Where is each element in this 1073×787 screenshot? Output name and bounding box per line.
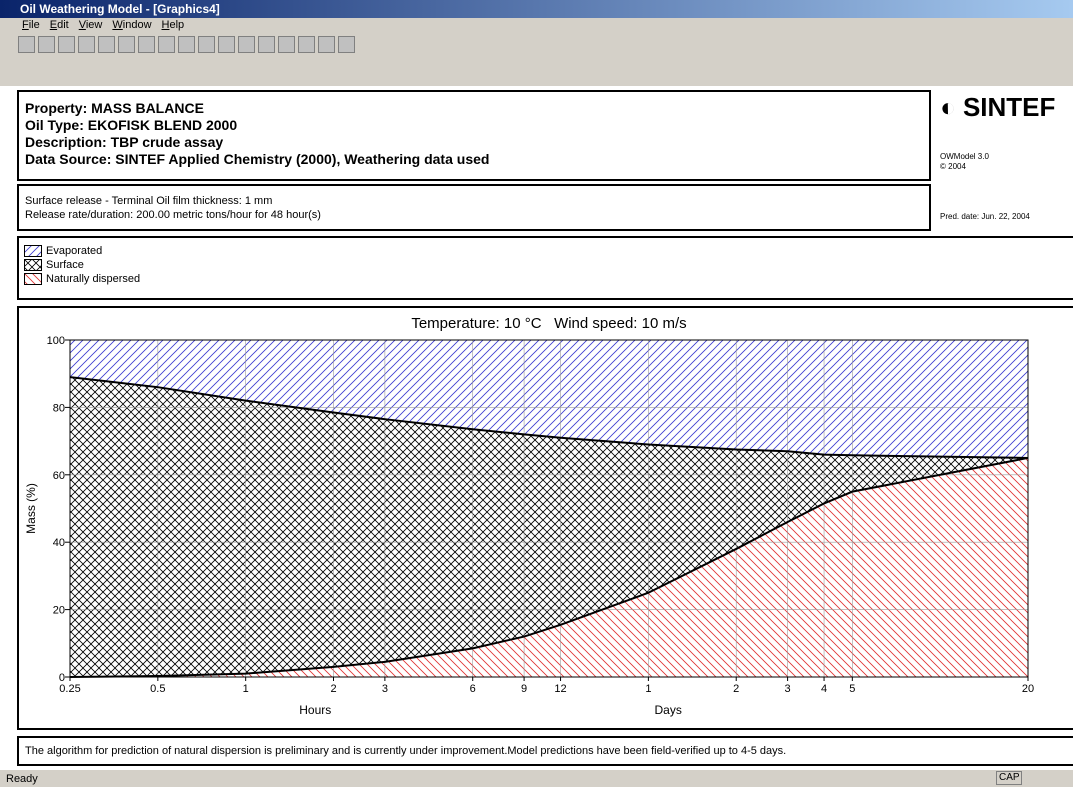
y-tick-label: 40 — [53, 537, 65, 549]
logo: ◐ SINTEF — [940, 92, 1056, 122]
header-line: Description: TBP crude assay — [25, 134, 224, 150]
legend: Evaporated Surface Naturally dispersed — [17, 236, 1073, 300]
note-box: The algorithm for prediction of natural … — [17, 736, 1073, 766]
legend-label: Surface — [46, 259, 84, 271]
legend-swatch — [24, 259, 42, 271]
header-line: Data Source: SINTEF Applied Chemistry (2… — [25, 151, 490, 167]
x-axis-label: Hours — [299, 703, 331, 717]
tool[interactable] — [78, 36, 95, 53]
x-tick-label: 0.25 — [59, 683, 80, 695]
document: Property: MASS BALANCE Oil Type: EKOFISK … — [0, 86, 1073, 770]
y-tick-label: 80 — [53, 402, 65, 414]
toolbar — [18, 36, 358, 58]
x-tick-label: 3 — [382, 683, 388, 695]
x-tick-label: 5 — [849, 683, 855, 695]
legend-label: Naturally dispersed — [46, 273, 141, 285]
x-tick-label: 12 — [554, 683, 566, 695]
chart: Temperature: 10 °C Wind speed: 10 m/s020… — [24, 315, 1034, 717]
y-tick-label: 60 — [53, 470, 65, 482]
swatch — [24, 259, 42, 271]
title-bar: Oil Weathering Model - [Graphics4] — [0, 0, 1073, 18]
tool[interactable] — [18, 36, 35, 53]
y-tick-label: 100 — [47, 335, 65, 347]
x-tick-label: 2 — [330, 683, 336, 695]
legend-label: Evaporated — [46, 245, 103, 257]
copyright: © 2004 — [940, 162, 966, 171]
tool[interactable] — [38, 36, 55, 53]
plot-frame — [69, 339, 1029, 678]
tool[interactable] — [278, 36, 295, 53]
menu-item[interactable]: File — [22, 19, 40, 31]
x-tick-label: 2 — [733, 683, 739, 695]
chart-box: Temperature: 10 °C Wind speed: 10 m/s 0 20… — [17, 306, 1073, 730]
tool[interactable] — [58, 36, 75, 53]
tool[interactable] — [178, 36, 195, 53]
tool[interactable] — [118, 36, 135, 53]
logo-text: SINTEF — [962, 92, 1056, 122]
tool[interactable] — [198, 36, 215, 53]
tool[interactable] — [318, 36, 335, 53]
y-tick-label: 0 — [59, 672, 65, 684]
status-text: Ready — [6, 773, 38, 785]
version-info: OWModel 3.0 © 2004 — [940, 152, 989, 172]
menu-item[interactable]: Edit — [49, 19, 69, 31]
tool[interactable] — [158, 36, 175, 53]
release-box: Surface release - Terminal Oil film thic… — [17, 184, 931, 231]
version: OWModel 3.0 — [940, 152, 989, 161]
x-tick-label: 0.5 — [150, 683, 165, 695]
legend-entry: Evaporated — [24, 244, 1070, 258]
tool[interactable] — [298, 36, 315, 53]
boundary-line — [69, 456, 1029, 678]
x-axis-label: Days — [655, 703, 682, 717]
boundary-line — [69, 376, 1029, 459]
status-indicator: CAP — [996, 771, 1022, 785]
x-tick-label: 1 — [243, 683, 249, 695]
menu-item[interactable]: View — [78, 19, 103, 31]
x-tick-label: 4 — [821, 683, 827, 695]
y-tick-label: 20 — [53, 605, 65, 617]
y-axis-label: Mass (%) — [24, 483, 38, 534]
release-line: Release rate/duration: 200.00 metric ton… — [25, 209, 321, 221]
pred-date: Pred. date: Jun. 22, 2004 — [940, 212, 1030, 221]
x-tick-label: 3 — [785, 683, 791, 695]
x-tick-label: 1 — [645, 683, 651, 695]
menu-item[interactable]: Window — [112, 19, 152, 31]
tool[interactable] — [238, 36, 255, 53]
chart-title: Temperature: 10 °C Wind speed: 10 m/s — [411, 315, 686, 332]
menu-bar: File Edit View Window Help — [0, 19, 194, 34]
legend-swatch — [24, 273, 42, 285]
tool[interactable] — [258, 36, 275, 53]
area — [70, 340, 1028, 458]
swatch — [24, 273, 42, 285]
header-line: Property: MASS BALANCE — [25, 100, 204, 116]
tool[interactable] — [98, 36, 115, 53]
swatch — [24, 245, 42, 257]
legend-entry: Surface — [24, 258, 1070, 272]
x-tick-label: 9 — [521, 683, 527, 695]
tool[interactable] — [138, 36, 155, 53]
tool[interactable] — [218, 36, 235, 53]
release-line: Surface release - Terminal Oil film thic… — [25, 195, 273, 207]
legend-entry: Naturally dispersed — [24, 272, 1070, 286]
x-tick-label: 6 — [470, 683, 476, 695]
area — [70, 457, 1028, 677]
legend-swatch — [24, 245, 42, 257]
x-tick-label: 20 — [1022, 683, 1034, 695]
header-line: Oil Type: EKOFISK BLEND 2000 — [25, 117, 238, 133]
menu-item[interactable]: Help — [161, 19, 185, 31]
tool[interactable] — [338, 36, 355, 53]
header-box: Property: MASS BALANCE Oil Type: EKOFISK … — [17, 90, 931, 181]
